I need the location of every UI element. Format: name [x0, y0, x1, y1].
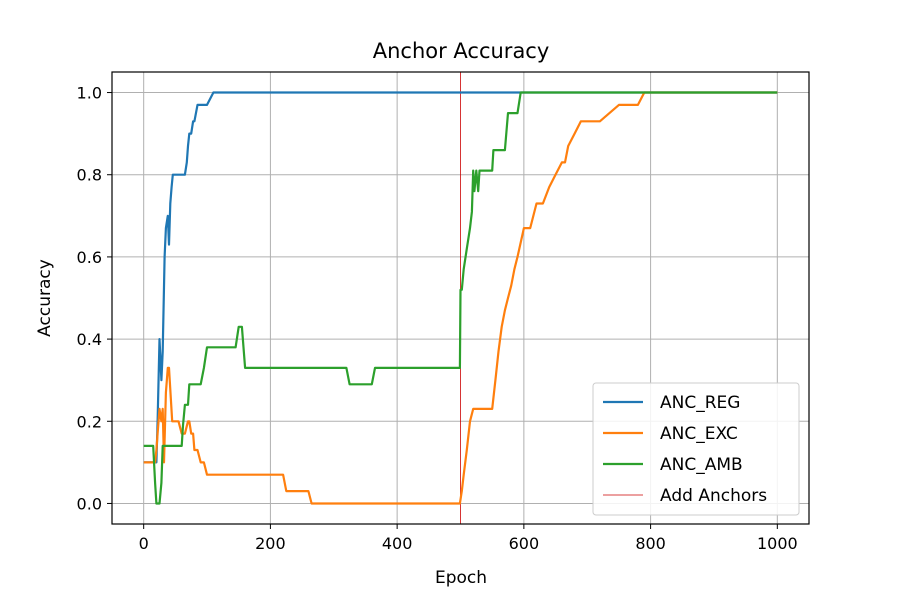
legend-label: ANC_EXC [660, 424, 738, 444]
x-tick-label: 200 [255, 534, 286, 553]
chart-title: Anchor Accuracy [373, 39, 550, 63]
legend-box [592, 382, 800, 516]
y-tick-label: 0.6 [77, 248, 102, 267]
x-tick-label: 0 [139, 534, 149, 553]
y-axis-title: Accuracy [35, 259, 55, 337]
tick-layer: 0 200 400 600 800 1000 0.0 0.2 0.4 0.6 0.8 1.0 [77, 84, 798, 553]
y-tick-label: 0.8 [77, 166, 102, 185]
y-tick-label: 0.0 [77, 494, 102, 513]
y-tick-label: 1.0 [77, 84, 102, 103]
series-layer [143, 91, 778, 505]
x-tick-label: 400 [382, 534, 413, 553]
x-tick-label: 800 [635, 534, 666, 553]
legend: ANC_REG ANC_EXC ANC_AMB Add Anchors [592, 382, 800, 516]
x-tick-label: 1000 [757, 534, 798, 553]
series-line-anc-amb [143, 91, 778, 505]
legend-label: ANC_AMB [660, 455, 743, 475]
series-line-anc-reg [143, 91, 778, 464]
series-line-anc-exc [143, 91, 778, 505]
y-tick-label: 0.2 [77, 412, 102, 431]
x-axis-title: Epoch [435, 568, 487, 588]
legend-label: ANC_REG [660, 393, 740, 413]
x-tick-label: 600 [509, 534, 540, 553]
y-tick-label: 0.4 [77, 330, 102, 349]
plot-frame [111, 71, 810, 525]
legend-label: Add Anchors [660, 486, 767, 506]
